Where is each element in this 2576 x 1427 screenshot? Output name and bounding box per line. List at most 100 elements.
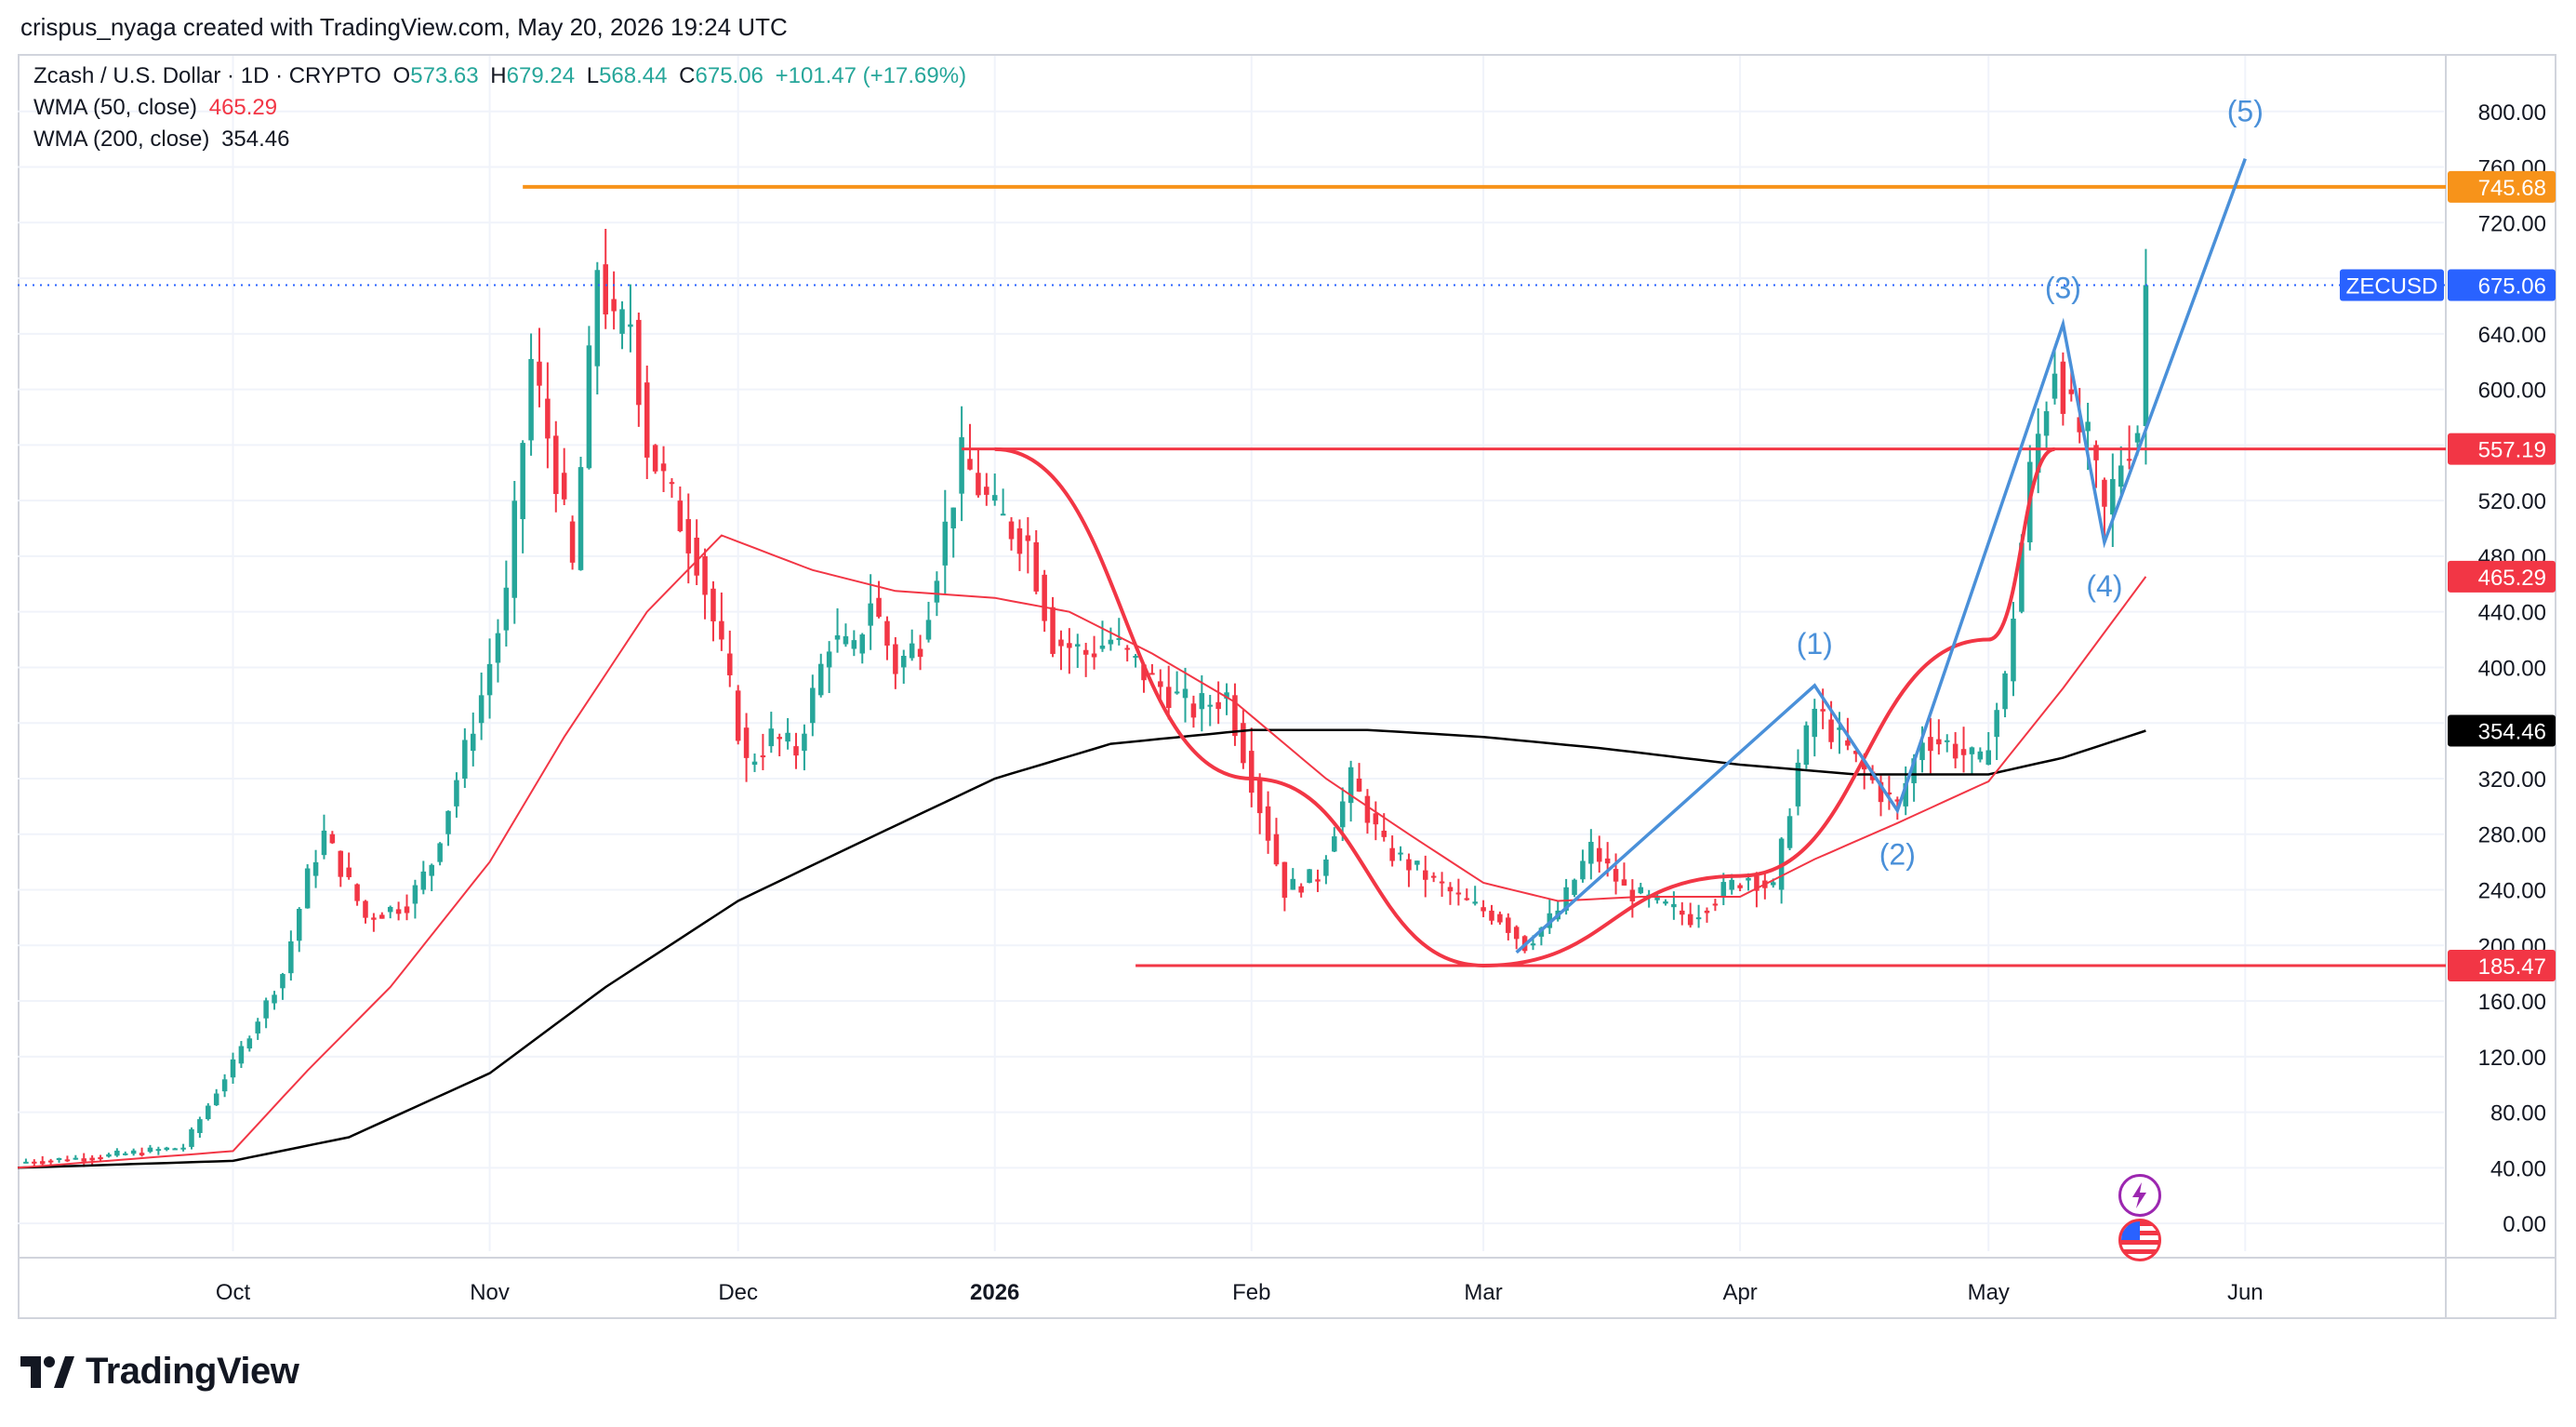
elliott-wave-label: (5) <box>2227 95 2264 128</box>
price-tag <box>2448 560 2556 593</box>
candle-body <box>1058 639 1064 647</box>
candle-body <box>1067 643 1072 648</box>
symbol-tag-label: ZECUSD <box>2346 273 2438 299</box>
candle-body <box>1108 639 1114 645</box>
lightning-event-icon[interactable] <box>2118 1174 2161 1217</box>
candle-body <box>56 1157 62 1160</box>
y-tick-label: 160.00 <box>2478 990 2546 1015</box>
candle-body <box>155 1149 162 1152</box>
legend-wma200[interactable]: WMA (200, close) 354.46 <box>33 127 295 153</box>
x-tick-label: Apr <box>1722 1280 1757 1305</box>
candle-body <box>810 687 816 724</box>
candle-body <box>1886 792 1892 794</box>
candle-body <box>603 264 608 315</box>
price-tag <box>2448 170 2556 203</box>
tradingview-logo-icon <box>20 1355 74 1388</box>
chart-frame <box>18 54 2556 1319</box>
y-tick-label: 240.00 <box>2478 879 2546 904</box>
candle-body <box>445 810 451 834</box>
candle-body <box>1281 861 1288 899</box>
candle-body <box>1629 889 1636 901</box>
candle-body <box>32 1161 37 1164</box>
price-tag-label: 675.06 <box>2478 273 2546 299</box>
candle-body <box>1339 801 1346 828</box>
candle-body <box>420 871 427 890</box>
candle-body <box>917 648 923 658</box>
candle-body <box>991 495 998 501</box>
candle-body <box>2052 373 2058 399</box>
candle-body <box>379 914 385 919</box>
candle-body <box>1737 885 1743 888</box>
y-tick-label: 640.00 <box>2478 323 2546 348</box>
candle-body <box>884 620 890 646</box>
candle-body <box>1082 649 1089 655</box>
candle-body <box>371 917 377 920</box>
price-tag-label: 354.46 <box>2478 719 2546 744</box>
candle-body <box>2093 445 2099 460</box>
candle-body <box>959 437 964 494</box>
candle-body <box>1621 879 1627 886</box>
candle-body <box>1075 644 1081 647</box>
elliott-wave-path <box>1515 157 2247 954</box>
legend-high-label: H <box>490 63 507 88</box>
candle-body <box>511 500 518 598</box>
candle-body <box>561 473 567 500</box>
candle-body <box>387 906 393 913</box>
candle-body <box>735 690 741 741</box>
candle-body <box>694 537 699 576</box>
candle-body <box>73 1157 79 1160</box>
candle-body <box>296 908 302 941</box>
candle-body <box>89 1157 95 1161</box>
price-tag-label: 185.47 <box>2478 954 2546 980</box>
y-tick-label: 80.00 <box>2490 1101 2546 1127</box>
y-tick-label: 0.00 <box>2503 1212 2546 1237</box>
candle-body <box>1481 907 1486 912</box>
candle-body <box>1936 739 1942 745</box>
legend-low-value: 568.44 <box>599 63 668 88</box>
candle-body <box>1422 870 1428 880</box>
candle-body <box>578 467 584 570</box>
candle-body <box>934 580 940 603</box>
candle-body <box>1149 673 1155 675</box>
candle-body <box>702 555 708 595</box>
candle-body <box>1447 887 1454 892</box>
candle-body <box>213 1093 219 1106</box>
legend-wma50[interactable]: WMA (50, close) 465.29 <box>33 95 283 121</box>
us-flag-event-icon[interactable] <box>2118 1219 2161 1261</box>
candle-body <box>1746 877 1751 881</box>
x-tick-label: Nov <box>470 1280 510 1305</box>
candle-body <box>2143 285 2149 427</box>
candle-body <box>1613 869 1619 882</box>
chart-attribution: crispus_nyaga created with TradingView.c… <box>20 13 788 41</box>
candle-body <box>586 345 592 469</box>
candle-body <box>1356 778 1362 792</box>
candle-body <box>1654 895 1660 900</box>
candle-body <box>1944 740 1950 742</box>
candle-body <box>1729 879 1734 890</box>
candle-body <box>280 974 285 989</box>
candle-body <box>2102 479 2107 507</box>
candle-body <box>851 640 857 649</box>
tradingview-logo[interactable]: TradingView <box>20 1351 299 1393</box>
candle-body <box>976 473 981 496</box>
candle-body <box>346 867 352 877</box>
y-tick-label: 320.00 <box>2478 767 2546 793</box>
candle-body <box>2134 433 2141 443</box>
candle-body <box>743 727 750 758</box>
candle-body <box>429 864 434 876</box>
candle-body <box>826 651 832 668</box>
candle-body <box>197 1119 203 1133</box>
candle-body <box>412 885 418 904</box>
candle-body <box>2110 478 2116 515</box>
candle-body <box>1489 910 1494 921</box>
candle-body <box>1099 646 1106 649</box>
candle-body <box>1133 656 1138 659</box>
candle-body <box>1704 910 1710 914</box>
candle-body <box>1530 943 1536 946</box>
candle-body <box>1572 879 1577 896</box>
candle-body <box>221 1079 228 1092</box>
candle-body <box>967 459 973 470</box>
legend-change: +101.47 (+17.69%) <box>775 63 967 88</box>
candle-body <box>172 1148 178 1151</box>
